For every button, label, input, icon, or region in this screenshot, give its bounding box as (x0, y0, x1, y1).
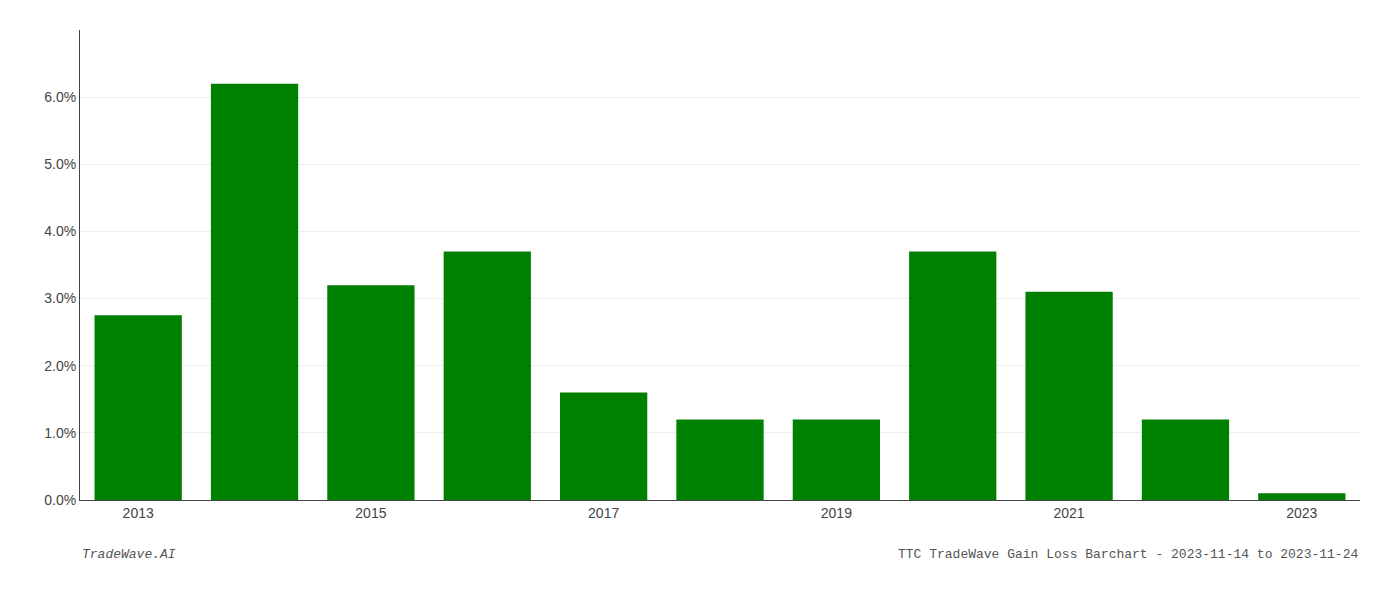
svg-text:4.0%: 4.0% (44, 223, 76, 239)
svg-text:2023: 2023 (1286, 505, 1317, 521)
svg-text:TradeWave.AI: TradeWave.AI (82, 547, 176, 562)
svg-text:2019: 2019 (821, 505, 852, 521)
svg-text:3.0%: 3.0% (44, 290, 76, 306)
svg-text:2015: 2015 (355, 505, 386, 521)
svg-text:TTC TradeWave Gain Loss Barcha: TTC TradeWave Gain Loss Barchart - 2023-… (898, 547, 1358, 562)
svg-text:1.0%: 1.0% (44, 425, 76, 441)
svg-text:2021: 2021 (1054, 505, 1085, 521)
svg-text:6.0%: 6.0% (44, 89, 76, 105)
svg-text:2017: 2017 (588, 505, 619, 521)
svg-text:2.0%: 2.0% (44, 358, 76, 374)
svg-text:2013: 2013 (123, 505, 154, 521)
svg-text:5.0%: 5.0% (44, 156, 76, 172)
svg-text:0.0%: 0.0% (44, 492, 76, 508)
